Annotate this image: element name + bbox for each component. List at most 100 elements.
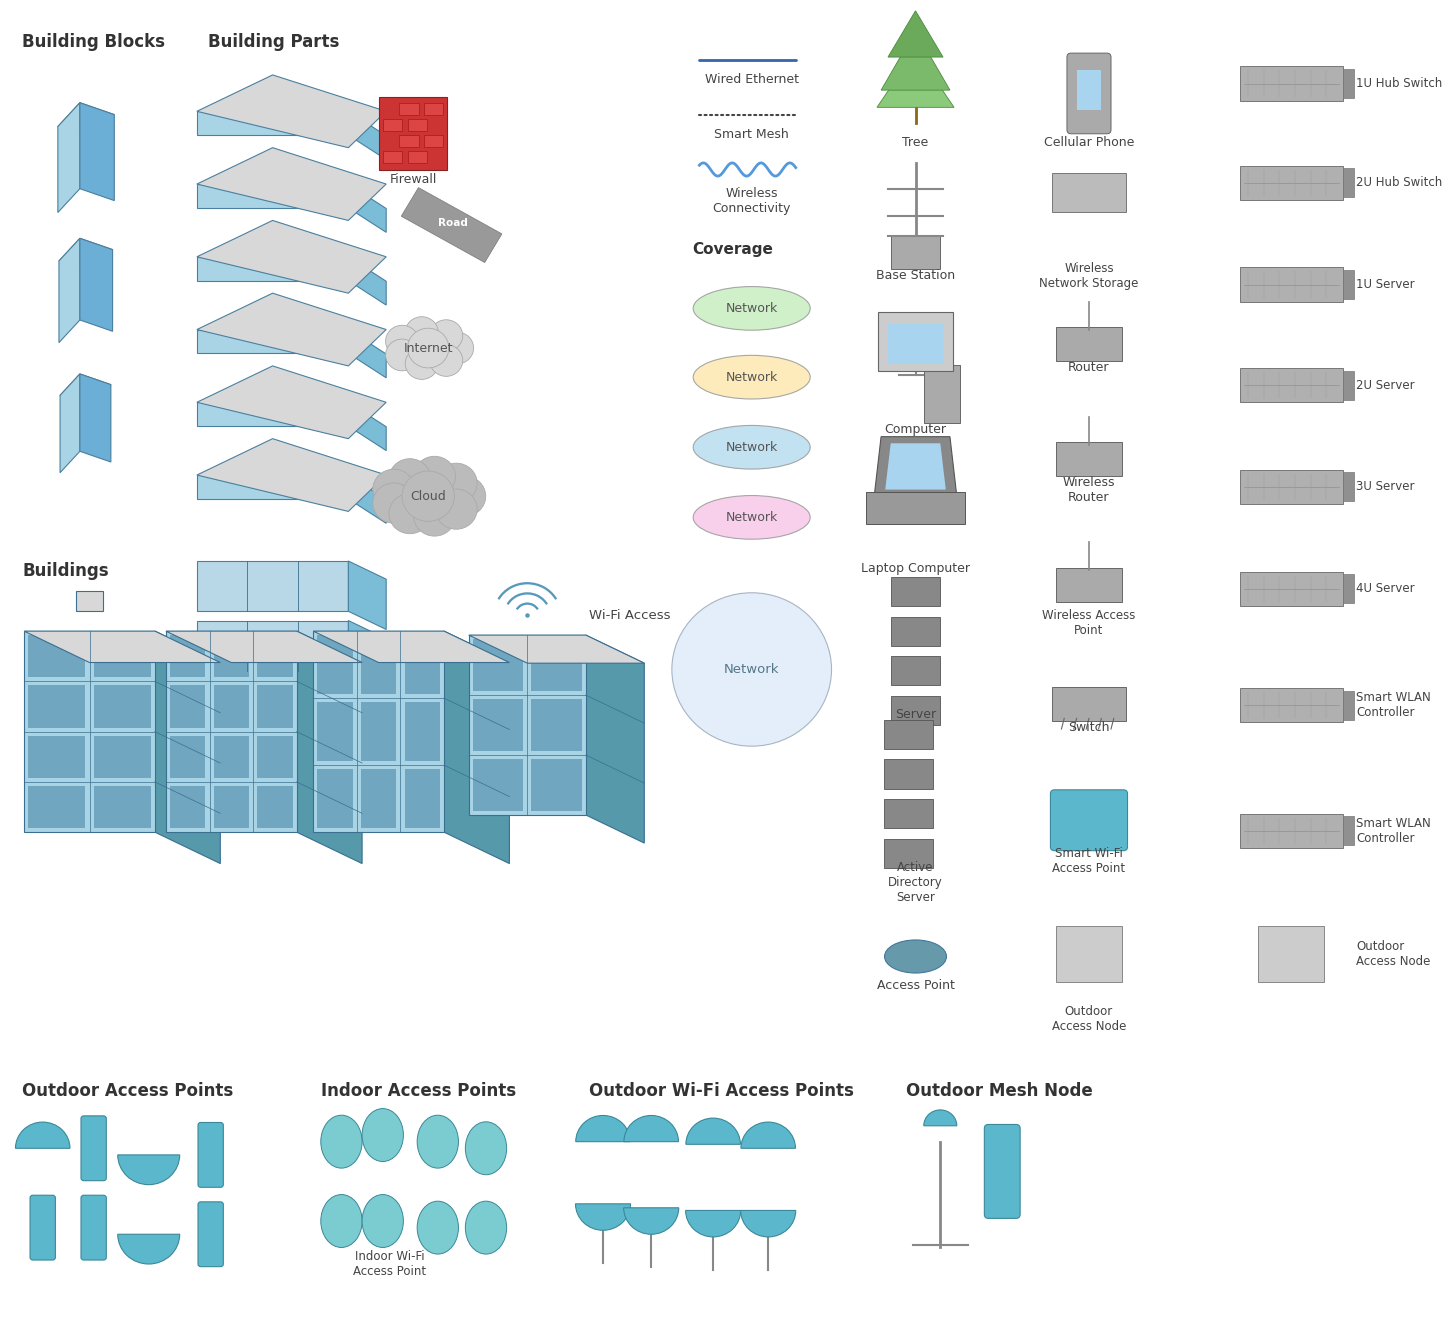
Polygon shape	[94, 635, 151, 677]
Polygon shape	[197, 257, 348, 281]
Circle shape	[386, 339, 419, 371]
Text: Network: Network	[724, 663, 779, 676]
Polygon shape	[469, 635, 586, 815]
Text: Server: Server	[895, 708, 936, 721]
Polygon shape	[28, 685, 86, 728]
Polygon shape	[213, 785, 250, 828]
Polygon shape	[197, 221, 386, 293]
Polygon shape	[318, 769, 353, 828]
Ellipse shape	[466, 1122, 506, 1175]
FancyBboxPatch shape	[383, 120, 402, 132]
Polygon shape	[257, 736, 293, 777]
Text: 1U Hub Switch: 1U Hub Switch	[1357, 77, 1442, 91]
Polygon shape	[58, 102, 115, 138]
Text: Base Station: Base Station	[876, 269, 955, 282]
Polygon shape	[197, 184, 348, 208]
Text: 2U Hub Switch: 2U Hub Switch	[1357, 176, 1442, 189]
Text: Road: Road	[438, 218, 467, 228]
FancyBboxPatch shape	[1344, 473, 1354, 502]
Polygon shape	[531, 639, 582, 691]
FancyBboxPatch shape	[1056, 327, 1122, 361]
Polygon shape	[473, 759, 524, 811]
Polygon shape	[531, 759, 582, 811]
Text: Wired Ethernet: Wired Ethernet	[705, 73, 798, 87]
Polygon shape	[59, 238, 113, 273]
Circle shape	[414, 496, 456, 536]
Text: Buildings: Buildings	[22, 562, 109, 580]
Text: Outdoor Wi-Fi Access Points: Outdoor Wi-Fi Access Points	[589, 1082, 855, 1101]
Text: Smart Mesh: Smart Mesh	[714, 129, 789, 141]
FancyBboxPatch shape	[1056, 926, 1122, 982]
Polygon shape	[58, 102, 80, 213]
Polygon shape	[94, 685, 151, 728]
FancyBboxPatch shape	[1077, 71, 1101, 110]
Text: Laptop Computer: Laptop Computer	[860, 562, 971, 575]
Circle shape	[405, 347, 438, 379]
Wedge shape	[741, 1122, 795, 1149]
Polygon shape	[197, 475, 348, 499]
Text: Outdoor
Access Node: Outdoor Access Node	[1052, 1005, 1126, 1033]
Polygon shape	[885, 443, 946, 490]
Polygon shape	[444, 631, 509, 864]
FancyBboxPatch shape	[424, 136, 444, 146]
Polygon shape	[80, 238, 113, 331]
FancyBboxPatch shape	[379, 97, 447, 169]
Polygon shape	[59, 374, 110, 406]
Text: Network: Network	[726, 302, 778, 315]
FancyBboxPatch shape	[424, 104, 444, 116]
Text: Cellular Phone: Cellular Phone	[1043, 137, 1135, 149]
Ellipse shape	[694, 286, 810, 330]
FancyBboxPatch shape	[197, 1202, 223, 1267]
Polygon shape	[197, 366, 386, 439]
FancyBboxPatch shape	[1239, 813, 1344, 848]
Polygon shape	[348, 112, 386, 160]
Circle shape	[373, 483, 415, 523]
Wedge shape	[118, 1155, 180, 1185]
Circle shape	[389, 459, 431, 499]
Text: Indoor Wi-Fi
Access Point: Indoor Wi-Fi Access Point	[353, 1250, 427, 1278]
Polygon shape	[213, 635, 250, 677]
Wedge shape	[576, 1115, 630, 1142]
FancyBboxPatch shape	[197, 1122, 223, 1187]
FancyBboxPatch shape	[1239, 367, 1344, 402]
FancyBboxPatch shape	[1239, 165, 1344, 200]
Polygon shape	[28, 736, 86, 777]
FancyBboxPatch shape	[1344, 168, 1354, 197]
Polygon shape	[170, 785, 206, 828]
FancyBboxPatch shape	[1258, 926, 1325, 982]
Ellipse shape	[694, 355, 810, 399]
Polygon shape	[313, 631, 444, 832]
Polygon shape	[348, 330, 386, 378]
FancyBboxPatch shape	[1344, 370, 1354, 399]
Polygon shape	[213, 736, 250, 777]
Wedge shape	[576, 1203, 631, 1230]
FancyBboxPatch shape	[924, 365, 959, 423]
Ellipse shape	[321, 1115, 363, 1169]
FancyBboxPatch shape	[1344, 816, 1354, 845]
Polygon shape	[197, 75, 386, 148]
FancyBboxPatch shape	[1239, 470, 1344, 504]
Polygon shape	[213, 685, 250, 728]
FancyBboxPatch shape	[884, 799, 933, 828]
FancyBboxPatch shape	[1344, 69, 1354, 98]
Circle shape	[435, 488, 477, 530]
Polygon shape	[197, 330, 348, 353]
FancyBboxPatch shape	[30, 1195, 55, 1260]
Text: Firewall: Firewall	[389, 173, 437, 186]
Text: Network: Network	[726, 511, 778, 524]
Polygon shape	[405, 701, 440, 761]
Polygon shape	[155, 631, 221, 864]
Polygon shape	[197, 293, 386, 366]
FancyBboxPatch shape	[891, 696, 940, 725]
Text: Outdoor
Access Node: Outdoor Access Node	[1357, 940, 1431, 968]
Text: Wireless
Connectivity: Wireless Connectivity	[712, 186, 791, 214]
FancyBboxPatch shape	[888, 325, 943, 363]
FancyBboxPatch shape	[408, 150, 427, 162]
Wedge shape	[624, 1115, 679, 1142]
Circle shape	[389, 494, 431, 534]
Ellipse shape	[694, 426, 810, 469]
Text: 1U Server: 1U Server	[1357, 278, 1415, 291]
FancyBboxPatch shape	[884, 720, 933, 749]
FancyBboxPatch shape	[383, 150, 402, 162]
Circle shape	[444, 476, 486, 516]
